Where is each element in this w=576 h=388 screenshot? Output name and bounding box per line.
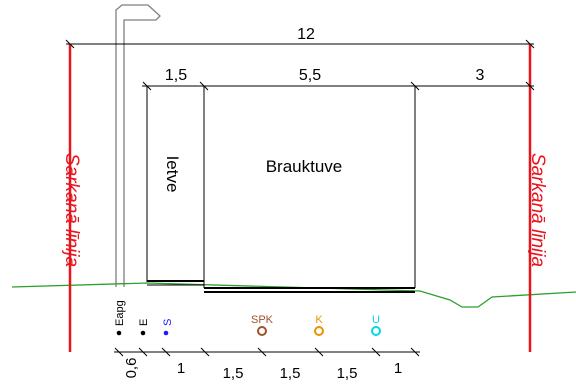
sidewalk-label: Ietve xyxy=(163,156,182,193)
dim-bot-tick-7 xyxy=(371,347,381,357)
utility-marker-u xyxy=(371,326,381,336)
utility-marker-eapg xyxy=(116,330,122,336)
dim-total-tick-left xyxy=(65,39,75,49)
utility-label-s: S xyxy=(162,319,174,326)
dim-bot-label-2: 1 xyxy=(177,360,185,377)
dim-bot-tick-3 xyxy=(161,347,171,357)
roadway-label: Brauktuve xyxy=(266,157,343,176)
utility-marker-e xyxy=(140,330,146,336)
utility-marker-k xyxy=(314,326,324,336)
dim-total-label: 12 xyxy=(297,26,315,43)
dim-bot-tick-5 xyxy=(257,347,267,357)
dim-bot-tick-4 xyxy=(200,347,210,357)
dim-total-tick-right xyxy=(525,39,535,49)
dim-seg-label-2: 5,5 xyxy=(299,67,321,84)
utility-label-u: U xyxy=(372,314,380,326)
dim-seg-label-1: 1,5 xyxy=(165,67,187,84)
dim-bot-label-5: 1,5 xyxy=(337,365,358,382)
dim-bot-tick-1 xyxy=(114,347,124,357)
red-line-left-label: Sarkanā līnija xyxy=(61,153,82,267)
utility-marker-spk xyxy=(257,326,267,336)
utility-label-eapg: Eapg xyxy=(114,300,126,326)
dim-bot-label-1: 0,6 xyxy=(123,358,140,379)
red-line-right-label: Sarkanā līnija xyxy=(527,153,548,267)
utility-marker-s xyxy=(163,330,169,336)
utility-label-spk: SPK xyxy=(251,314,274,326)
dim-bot-tick-8 xyxy=(410,347,420,357)
ground-line xyxy=(11,282,576,308)
street-lamp xyxy=(115,4,161,287)
dim-bot-label-4: 1,5 xyxy=(280,365,301,382)
dim-bot-tick-6 xyxy=(314,347,324,357)
utility-label-e: E xyxy=(138,319,150,326)
dim-seg-label-3: 3 xyxy=(476,67,485,84)
dim-bot-label-3: 1,5 xyxy=(223,365,244,382)
dim-bot-label-6: 1 xyxy=(394,360,402,377)
dim-bot-tick-2 xyxy=(138,347,148,357)
dim-seg-tick-4 xyxy=(525,81,535,91)
utility-label-k: K xyxy=(315,314,323,326)
